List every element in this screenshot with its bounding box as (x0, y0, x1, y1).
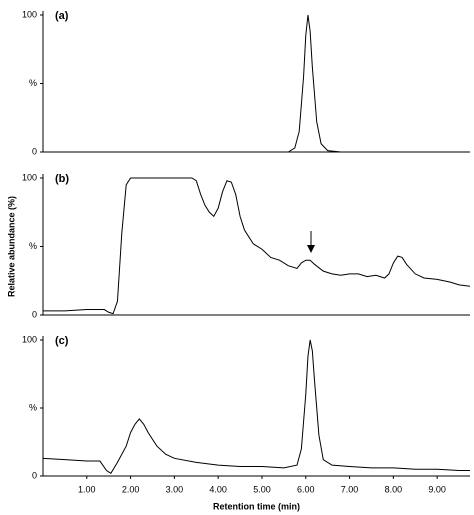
x-tick-label: 3.00 (166, 484, 184, 494)
y-tick-label: 0 (32, 146, 37, 156)
x-tick-label: 1.00 (78, 484, 96, 494)
x-tick-label: 9.00 (428, 484, 446, 494)
x-tick-label: 8.00 (385, 484, 403, 494)
y-tick-label: % (29, 241, 37, 251)
x-tick-label: 5.00 (253, 484, 271, 494)
y-tick-label: 0 (32, 470, 37, 480)
y-tick-label: 100 (22, 9, 37, 19)
y-axis-title: Relative abundance (%) (6, 196, 16, 297)
x-axis-title: Retention time (min) (213, 501, 300, 511)
x-tick-label: 7.00 (341, 484, 359, 494)
trace-line (42, 339, 470, 474)
trace-line (43, 14, 470, 153)
x-tick-label: 6.00 (297, 484, 315, 494)
panel-title: (b) (55, 173, 69, 185)
y-tick-label: 100 (22, 334, 37, 344)
y-tick-label: % (29, 402, 37, 412)
trace-line (43, 177, 471, 315)
y-tick-label: 0 (32, 309, 37, 319)
x-tick-label: 4.00 (209, 484, 227, 494)
y-tick-label: % (29, 78, 37, 88)
panel-title: (c) (55, 335, 69, 347)
panel-title: (a) (55, 10, 69, 22)
arrow-annotation (307, 231, 315, 253)
x-tick-label: 2.00 (122, 484, 140, 494)
y-tick-label: 100 (22, 172, 37, 182)
